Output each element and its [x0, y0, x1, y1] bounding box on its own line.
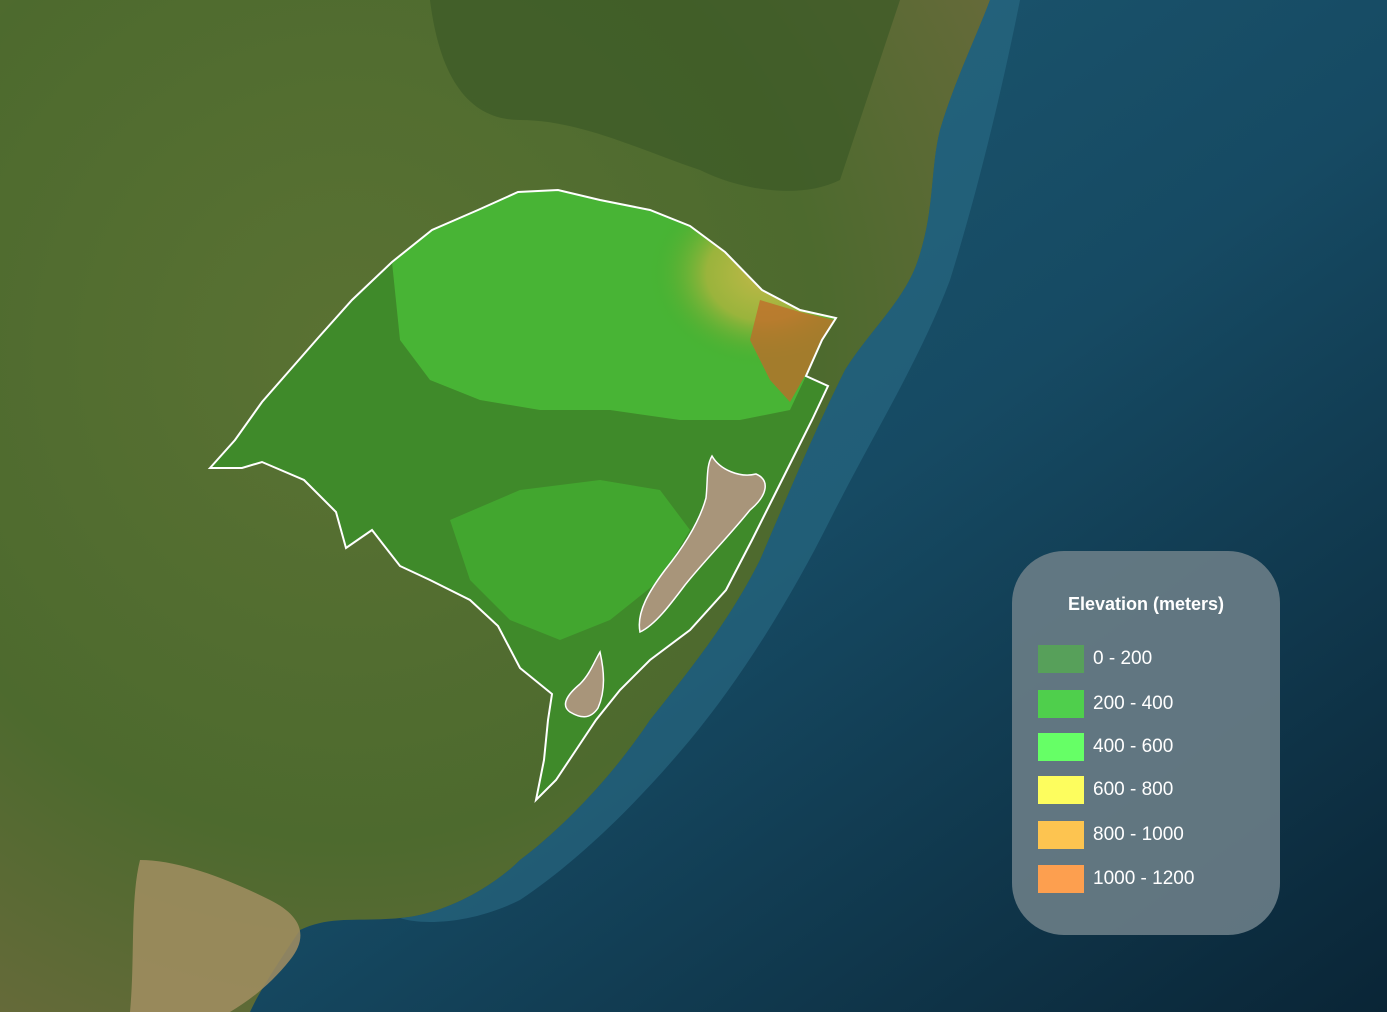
highland-peak [750, 300, 834, 402]
legend-item-400-600: 400 - 600 [1038, 733, 1173, 761]
legend-label: 400 - 600 [1093, 736, 1174, 757]
estuary [130, 860, 301, 1012]
legend-title: Elevation (meters) [1067, 594, 1225, 614]
lagoon-mirim [564, 650, 605, 718]
region-outline [207, 188, 838, 804]
legend-swatch [1038, 645, 1084, 673]
legend-item-1000-1200: 1000 - 1200 [1038, 865, 1194, 893]
legend-label: 800 - 1000 [1093, 824, 1184, 845]
elevation-legend: Elevation (meters) 0 - 200 200 - 400 400… [1012, 551, 1280, 935]
legend-label: 1000 - 1200 [1093, 868, 1195, 889]
legend-swatch [1038, 776, 1084, 804]
lagoon-patos [638, 454, 766, 634]
northern-forest [430, 0, 900, 191]
legend-item-800-1000: 800 - 1000 [1038, 821, 1184, 849]
legend-swatch [1038, 865, 1084, 893]
legend-item-600-800: 600 - 800 [1038, 776, 1173, 804]
legend-label: 600 - 800 [1093, 779, 1174, 800]
legend-swatch [1038, 733, 1084, 761]
legend-label: 0 - 200 [1093, 648, 1153, 669]
legend-label: 200 - 400 [1093, 693, 1174, 714]
coastal-shelf [400, 0, 1020, 923]
legend-item-0-200: 0 - 200 [1038, 645, 1152, 673]
legend-swatch [1038, 821, 1084, 849]
legend-swatch [1038, 690, 1084, 718]
region-elevation[interactable] [207, 188, 838, 804]
legend-item-200-400: 200 - 400 [1038, 690, 1173, 718]
southern-upland [450, 480, 690, 640]
